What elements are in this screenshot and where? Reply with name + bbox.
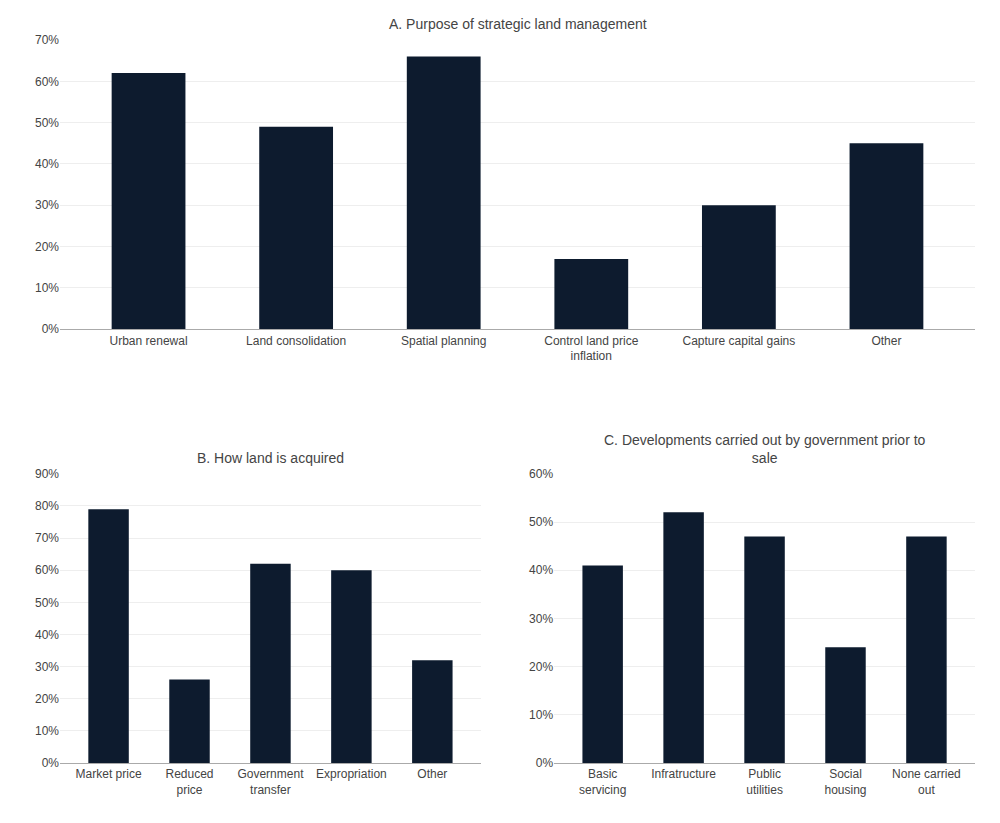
svg-text:Capture capital gains: Capture capital gains (683, 334, 796, 348)
svg-text:50%: 50% (35, 596, 59, 610)
svg-text:0%: 0% (42, 322, 60, 336)
svg-text:60%: 60% (529, 467, 553, 481)
svg-text:30%: 30% (35, 660, 59, 674)
svg-text:80%: 80% (35, 499, 59, 513)
svg-text:10%: 10% (35, 281, 59, 295)
svg-text:Spatial planning: Spatial planning (401, 334, 486, 348)
svg-text:90%: 90% (35, 467, 59, 481)
svg-text:Socialhousing: Socialhousing (824, 767, 866, 797)
svg-text:10%: 10% (35, 724, 59, 738)
svg-text:40%: 40% (529, 563, 553, 577)
svg-text:Infratructure: Infratructure (651, 767, 716, 781)
svg-text:Basicservicing: Basicservicing (579, 767, 626, 797)
svg-text:50%: 50% (35, 116, 59, 130)
svg-text:20%: 20% (35, 240, 59, 254)
svg-text:Urban renewal: Urban renewal (110, 334, 188, 348)
svg-text:Other: Other (417, 767, 447, 781)
svg-text:C. Developments carried out by: C. Developments carried out by governmen… (604, 432, 926, 466)
svg-text:40%: 40% (35, 157, 59, 171)
svg-text:Control land priceinflation: Control land priceinflation (544, 334, 638, 364)
svg-text:Publicutilities: Publicutilities (746, 767, 783, 797)
svg-text:70%: 70% (35, 33, 59, 47)
svg-text:70%: 70% (35, 531, 59, 545)
svg-text:60%: 60% (35, 563, 59, 577)
svg-text:Market price: Market price (76, 767, 142, 781)
svg-text:Reducedprice: Reducedprice (165, 767, 213, 797)
svg-text:30%: 30% (35, 198, 59, 212)
svg-text:20%: 20% (35, 692, 59, 706)
svg-text:None carriedout: None carriedout (892, 767, 961, 797)
svg-text:10%: 10% (529, 708, 553, 722)
svg-text:30%: 30% (529, 612, 553, 626)
svg-text:50%: 50% (529, 515, 553, 529)
svg-text:A. Purpose of strategic land m: A. Purpose of strategic land management (389, 16, 647, 32)
svg-text:Land consolidation: Land consolidation (246, 334, 346, 348)
svg-text:60%: 60% (35, 75, 59, 89)
svg-text:0%: 0% (42, 756, 60, 770)
svg-text:0%: 0% (536, 756, 554, 770)
svg-text:40%: 40% (35, 628, 59, 642)
svg-text:B. How land is acquired: B. How land is acquired (197, 450, 344, 466)
svg-text:Other: Other (871, 334, 901, 348)
svg-text:20%: 20% (529, 660, 553, 674)
svg-text:Expropriation: Expropriation (316, 767, 387, 781)
svg-text:Governmenttransfer: Governmenttransfer (237, 767, 304, 797)
